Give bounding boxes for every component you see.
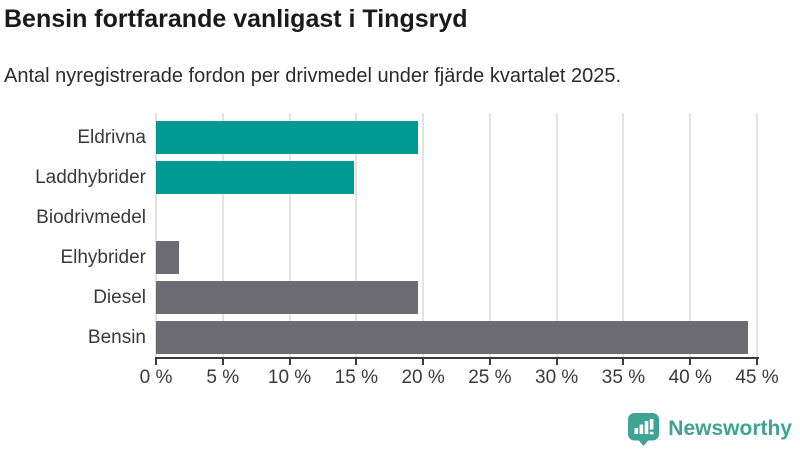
gridline [756, 113, 758, 358]
x-tick-mark [555, 359, 558, 365]
bar-track [156, 198, 757, 238]
x-tick-label: 15 % [334, 367, 378, 388]
bar-chart-speech-bubble-icon [628, 413, 660, 446]
category-label: Bensin [87, 327, 146, 348]
gridline [555, 113, 558, 358]
x-tick-mark [689, 359, 692, 365]
x-tick-mark [622, 359, 625, 365]
x-tick-mark [756, 359, 758, 365]
gridline [355, 113, 358, 358]
x-tick-mark [488, 359, 491, 365]
bar-track [156, 158, 757, 198]
x-tick-mark [288, 359, 291, 365]
category-label: Laddhybrider [35, 167, 146, 188]
bar [156, 161, 354, 194]
bar [156, 241, 179, 274]
gridline [488, 113, 491, 358]
bar-row: Elhybrider [0, 238, 757, 278]
x-tick-label: 40 % [668, 367, 712, 388]
bar-row: Diesel [0, 278, 757, 318]
chart-subtitle: Antal nyregistrerade fordon per drivmede… [4, 65, 622, 87]
bar-row: Biodrivmedel [0, 198, 757, 238]
x-tick-label: 5 % [206, 367, 240, 388]
newsworthy-logo[interactable]: Newsworthy [627, 412, 792, 446]
bar-track [156, 278, 757, 318]
category-label: Biodrivmedel [36, 207, 146, 228]
x-tick-label: 25 % [468, 367, 512, 388]
plot-gridlines [155, 113, 758, 358]
chart-title: Bensin fortfarande vanligast i Tingsryd [4, 5, 468, 33]
category-label: Diesel [93, 287, 146, 308]
bar-row: Bensin [0, 318, 757, 358]
x-tick-label: 20 % [401, 367, 445, 388]
bar-rows: Eldrivna Laddhybrider Biodrivmedel Elhybrid… [0, 118, 757, 358]
gridline [288, 113, 291, 358]
bar-track [156, 238, 757, 278]
bar-row: Laddhybrider [0, 158, 757, 198]
gridline [221, 113, 224, 358]
x-tick-label: 45 % [735, 367, 779, 388]
bar-track [156, 318, 757, 358]
bar-track [156, 118, 757, 158]
x-tick-mark [221, 359, 224, 365]
bar-row: Eldrivna [0, 118, 757, 158]
x-tick-mark [355, 359, 358, 365]
x-tick-mark [155, 359, 157, 365]
bar [156, 321, 748, 354]
gridline [155, 113, 157, 358]
x-axis-line [155, 357, 759, 359]
gridline [422, 113, 425, 358]
x-tick-label: 30 % [535, 367, 579, 388]
category-label: Elhybrider [60, 247, 146, 268]
x-tick-mark [422, 359, 425, 365]
x-tick-label: 35 % [601, 367, 646, 388]
category-label: Eldrivna [77, 127, 146, 148]
x-tick-label: 10 % [267, 367, 312, 388]
logo-text: Newsworthy [668, 417, 792, 440]
x-tick-label: 0 % [139, 367, 173, 388]
bar [156, 281, 418, 314]
gridline [622, 113, 625, 358]
gridline [689, 113, 692, 358]
bar [156, 121, 418, 154]
